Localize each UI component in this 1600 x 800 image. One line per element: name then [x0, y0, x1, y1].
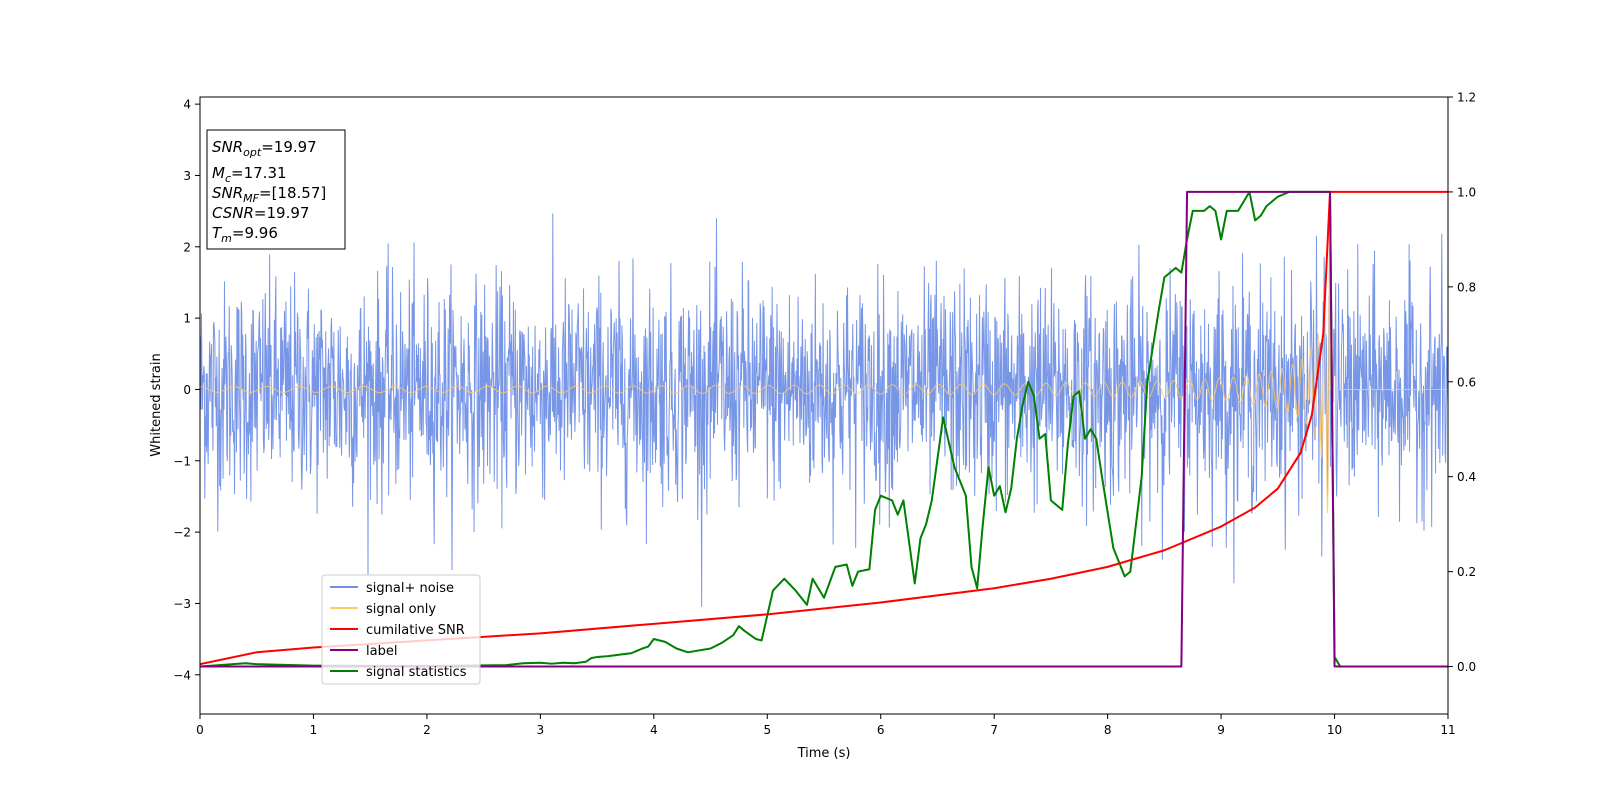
legend-frame: [321, 574, 481, 685]
x-axis-label: Time (s): [797, 746, 851, 761]
x-tick-label: 8: [1104, 723, 1112, 737]
left-y-tick-label: 4: [183, 98, 191, 112]
annotation-snr-mf-value: =[18.57]: [259, 184, 326, 202]
right-y-tick-label: 0.8: [1457, 280, 1476, 294]
annotation-snr-opt: SNRopt=19.97: [212, 138, 317, 159]
signal-statistics-line: [200, 190, 1448, 668]
y-axis-label: Whitened strain: [149, 353, 164, 456]
legend: signal+ noise signal only cumilative SNR…: [321, 574, 481, 685]
legend-label-label: label: [366, 644, 397, 659]
x-tick-label: 10: [1327, 723, 1342, 737]
left-y-tick-label: −2: [173, 526, 191, 540]
x-tick-label: 1: [310, 723, 318, 737]
x-tick-label: 0: [196, 723, 204, 737]
signal-noise-line: [200, 213, 1448, 607]
x-axis: 0 1 2 3 4 5 6 7 8 9 10 11: [196, 714, 1456, 737]
annotation-tm-value: =9.96: [232, 224, 278, 242]
x-tick-label: 4: [650, 723, 658, 737]
x-tick-label: 7: [990, 723, 998, 737]
left-y-tick-label: 1: [183, 312, 191, 326]
annotation-snr-opt-value: =19.97: [261, 138, 317, 156]
right-y-tick-label: 0.6: [1457, 375, 1476, 389]
left-y-tick-label: −1: [173, 454, 191, 468]
legend-label-signal-only: signal only: [366, 602, 436, 617]
right-y-tick-label: 1.0: [1457, 185, 1476, 199]
plot-frame: [199, 96, 1449, 715]
x-tick-label: 3: [537, 723, 545, 737]
left-y-axis: 4 3 2 1 0 −1 −2 −3 −4: [173, 98, 200, 682]
annotation-csnr: CSNR=19.97: [212, 204, 309, 222]
legend-label-cumulative-snr: cumilative SNR: [366, 623, 465, 638]
annotation-frame: [206, 129, 346, 250]
label-line: [200, 190, 1448, 668]
annotation-mc-value: =17.31: [231, 164, 287, 182]
snr-annotation-box: SNRopt=19.97 Mc=17.31 SNRMF=[18.57] CSNR…: [206, 129, 346, 250]
annotation-tm: Tm=9.96: [212, 224, 278, 245]
left-y-tick-label: 0: [183, 383, 191, 397]
left-y-tick-label: 3: [183, 169, 191, 183]
left-y-tick-label: −4: [173, 668, 191, 682]
x-tick-label: 5: [763, 723, 771, 737]
x-tick-label: 9: [1217, 723, 1225, 737]
annotation-mc: Mc=17.31: [212, 164, 287, 185]
annotation-snr-mf: SNRMF=[18.57]: [212, 184, 326, 205]
signal-only-line: [200, 205, 1448, 514]
right-y-axis: 1.2 1.0 0.8 0.6 0.4 0.2 0.0: [1448, 91, 1476, 674]
legend-label-signal-noise: signal+ noise: [366, 581, 454, 596]
right-y-tick-label: 0.2: [1457, 565, 1476, 579]
x-tick-label: 6: [877, 723, 885, 737]
right-y-tick-label: 1.2: [1457, 91, 1476, 105]
left-y-tick-label: 2: [183, 240, 191, 254]
right-y-tick-label: 0.0: [1457, 660, 1476, 674]
annotation-csnr-value: =19.97: [254, 204, 310, 222]
left-y-tick-label: −3: [173, 597, 191, 611]
signal-noise-path: [200, 213, 1448, 607]
right-y-tick-label: 0.4: [1457, 470, 1476, 484]
signal-only-path: [200, 205, 1448, 514]
x-tick-label: 11: [1440, 723, 1455, 737]
x-tick-label: 2: [423, 723, 431, 737]
legend-label-signal-statistics: signal statistics: [366, 665, 467, 680]
